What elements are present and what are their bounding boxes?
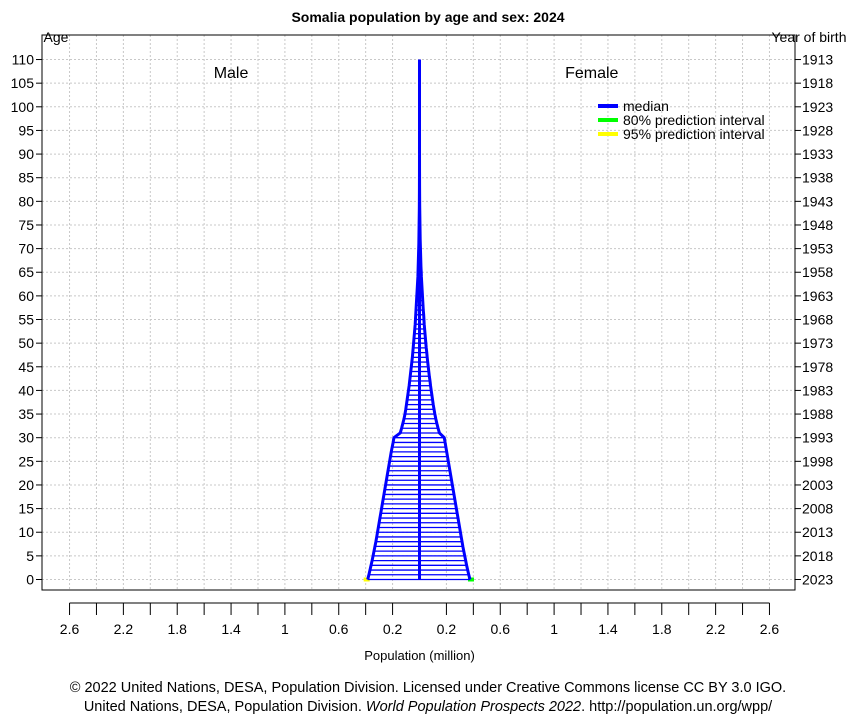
x-tick-label: 2.6 (60, 621, 80, 637)
x-tick-label: 1.8 (167, 621, 187, 637)
legend-label-2: 95% prediction interval (623, 126, 765, 142)
birth-year-tick-label: 1943 (802, 193, 833, 209)
age-tick-label: 55 (18, 312, 34, 328)
birth-year-tick-label: 1998 (802, 453, 833, 469)
birth-year-tick-label: 2008 (802, 501, 833, 517)
birth-year-tick-label: 1933 (802, 146, 833, 162)
birth-year-tick-label: 1963 (802, 288, 833, 304)
birth-year-tick-label: 1988 (802, 406, 833, 422)
x-tick-label: 1.8 (652, 621, 672, 637)
birth-year-tick-label: 1938 (802, 170, 833, 186)
x-tick-label: 0.6 (329, 621, 349, 637)
x-tick-label: 0.6 (491, 621, 511, 637)
chart-title: Somalia population by age and sex: 2024 (291, 9, 565, 25)
age-tick-label: 65 (18, 264, 34, 280)
age-tick-label: 45 (18, 359, 34, 375)
birth-year-tick-label: 2018 (802, 548, 833, 564)
birth-year-tick-label: 2013 (802, 524, 833, 540)
age-tick-label: 80 (18, 193, 34, 209)
x-tick-label: 0.2 (383, 621, 403, 637)
legend-label-1: 80% prediction interval (623, 112, 765, 128)
birth-year-tick-label: 1923 (802, 99, 833, 115)
birth-year-tick-label: 1948 (802, 217, 833, 233)
age-tick-label: 35 (18, 406, 34, 422)
age-tick-label: 20 (18, 477, 34, 493)
birth-year-tick-label: 1918 (802, 75, 833, 91)
age-tick-label: 100 (11, 99, 35, 115)
footer-citation-title: World Population Prospects 2022 (365, 699, 582, 715)
birth-year-tick-label: 2003 (802, 477, 833, 493)
male-label: Male (214, 65, 249, 82)
birth-year-tick-label: 1958 (802, 264, 833, 280)
x-tick-label: 1 (550, 621, 558, 637)
x-tick-label: 1.4 (221, 621, 241, 637)
x-tick-label: 2.2 (706, 621, 726, 637)
birth-year-tick-label: 1953 (802, 241, 833, 257)
age-tick-label: 110 (12, 52, 35, 68)
birth-year-tick-label: 1978 (802, 359, 833, 375)
age-tick-label: 60 (18, 288, 34, 304)
age-tick-label: 5 (26, 548, 34, 564)
x-axis-title: Population (million) (364, 648, 475, 663)
birth-year-tick-label: 1913 (802, 52, 833, 68)
age-tick-label: 40 (18, 382, 34, 398)
age-tick-label: 105 (11, 75, 35, 91)
age-tick-label: 10 (18, 524, 34, 540)
birth-year-tick-label: 1968 (802, 312, 833, 328)
age-axis-title: Age (44, 29, 69, 45)
age-tick-label: 15 (18, 501, 34, 517)
age-tick-label: 70 (18, 241, 34, 257)
x-tick-label: 2.2 (114, 621, 134, 637)
footer-citation-prefix: United Nations, DESA, Population Divisio… (83, 699, 366, 715)
age-tick-label: 0 (26, 572, 34, 588)
age-tick-label: 25 (18, 453, 34, 469)
footer-license: © 2022 United Nations, DESA, Population … (69, 680, 787, 696)
plot-frame (41, 34, 796, 591)
birth-year-axis-title: Year of birth (772, 29, 847, 45)
age-tick-label: 50 (18, 335, 34, 351)
birth-year-tick-label: 1973 (802, 335, 833, 351)
x-tick-label: 1.4 (598, 621, 618, 637)
age-tick-label: 85 (18, 170, 34, 186)
age-tick-label: 90 (18, 146, 34, 162)
legend-label-0: median (623, 98, 669, 114)
birth-year-tick-label: 2023 (802, 572, 833, 588)
footer-citation-suffix: . http://population.un.org/wpp/ (581, 699, 773, 715)
birth-year-tick-label: 1993 (802, 430, 833, 446)
x-tick-label: 0.2 (437, 621, 457, 637)
birth-year-tick-label: 1983 (802, 382, 833, 398)
x-tick-label: 1 (281, 621, 289, 637)
age-tick-label: 75 (18, 217, 34, 233)
x-tick-label: 2.6 (760, 621, 780, 637)
age-tick-label: 30 (18, 430, 34, 446)
footer-citation: United Nations, DESA, Population Divisio… (0, 699, 856, 715)
age-tick-label: 95 (18, 122, 34, 138)
female-label: Female (565, 65, 618, 82)
birth-year-tick-label: 1928 (802, 122, 833, 138)
